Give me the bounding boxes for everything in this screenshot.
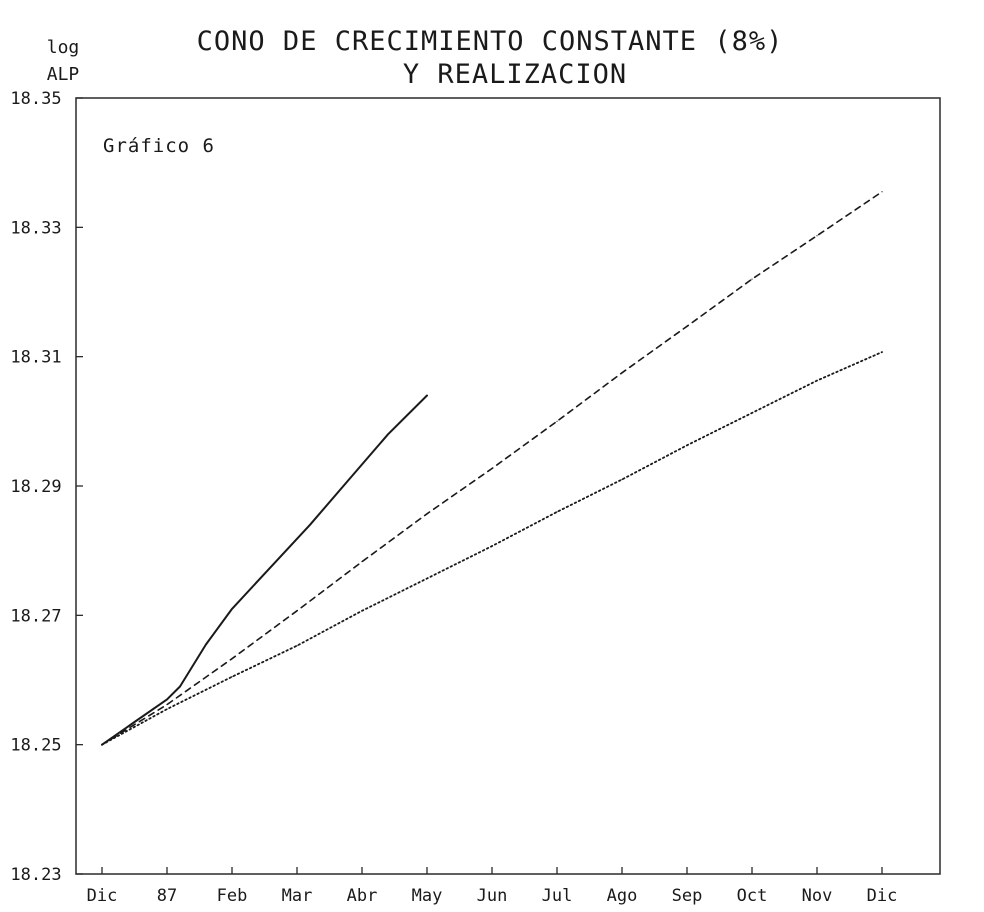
chart-title-line-1: CONO DE CRECIMIENTO CONSTANTE (8%)	[197, 26, 784, 57]
series-point-solid	[179, 685, 181, 688]
y-axis: 18.23 18.25 18.27 18.29 18.31 18.33 18.35	[10, 89, 83, 885]
series-point-solid	[270, 566, 272, 568]
y-axis-label-line-1: log	[47, 37, 80, 58]
x-tick-label: 87	[157, 886, 177, 906]
series-point-solid	[133, 721, 136, 723]
chart-annotation: Gráfico 6	[103, 135, 215, 157]
series-point-solid	[387, 433, 389, 435]
x-tick-label: Feb	[217, 886, 248, 906]
series-point-dashed	[686, 325, 688, 327]
x-tick-label: Abr	[347, 886, 378, 906]
series-line-solid	[101, 394, 428, 746]
y-tick-label: 18.33	[10, 218, 61, 238]
series-point-dotted	[101, 744, 103, 746]
chart-title-line-2: Y REALIZACION	[403, 59, 627, 90]
series-point-dotted	[751, 412, 753, 414]
series-point-solid	[205, 643, 207, 646]
x-tick-label: Jun	[477, 886, 508, 906]
x-tick-label: Nov	[802, 886, 833, 906]
x-tick-label: Ago	[607, 886, 638, 906]
x-tick-label: May	[412, 886, 443, 906]
series-point-dotted	[166, 708, 168, 710]
y-axis-label-line-2: ALP	[47, 64, 80, 85]
x-tick-label: Sep	[672, 886, 703, 906]
plot-frame	[75, 97, 941, 875]
series-point-dashed	[361, 561, 363, 563]
y-tick-label: 18.29	[10, 477, 61, 497]
series-point-solid	[426, 394, 428, 397]
x-tick-label: Jul	[542, 886, 573, 906]
series-point-dashed	[166, 703, 168, 706]
y-tick-label: 18.35	[10, 89, 61, 109]
series-point-dotted	[361, 610, 363, 612]
series-point-dashed	[816, 235, 818, 237]
x-axis: Dic 87 Feb Mar Abr May Jun Jul Ago Sep Oct Nov Dic	[87, 867, 898, 906]
series-point-dotted	[426, 577, 428, 580]
y-tick-label: 18.25	[10, 736, 61, 756]
series-point-dashed	[881, 191, 883, 193]
series-point-solid	[348, 478, 350, 481]
y-tick-label: 18.31	[10, 348, 61, 368]
series-point-dotted	[621, 478, 623, 481]
series-point-dotted	[686, 444, 688, 446]
x-tick-label: Oct	[737, 886, 768, 906]
series-point-dotted	[816, 379, 818, 382]
series-point-solid	[309, 524, 311, 526]
series-point-dotted	[556, 511, 558, 513]
y-tick-label: 18.23	[10, 865, 61, 885]
x-tick-label: Dic	[87, 886, 118, 906]
series-point-dashed	[556, 420, 558, 422]
series-point-dashed	[296, 610, 298, 612]
series-point-solid	[166, 698, 168, 701]
x-tick-label: Dic	[867, 886, 898, 906]
series-point-dashed	[426, 513, 428, 515]
y-tick-label: 18.27	[10, 606, 61, 626]
series-point-dashed	[751, 278, 753, 280]
series-point-dotted	[231, 676, 233, 678]
series-point-dotted	[296, 645, 298, 647]
series-point-dashed	[621, 372, 623, 374]
series-point-dotted	[491, 545, 493, 547]
series-point-dashed	[491, 467, 493, 470]
x-tick-label: Mar	[282, 886, 313, 906]
series-point-dashed	[231, 658, 233, 660]
series-point-solid	[231, 608, 233, 610]
series-line-dotted	[101, 351, 883, 746]
series-point-dotted	[881, 351, 883, 353]
series-group	[101, 191, 883, 746]
